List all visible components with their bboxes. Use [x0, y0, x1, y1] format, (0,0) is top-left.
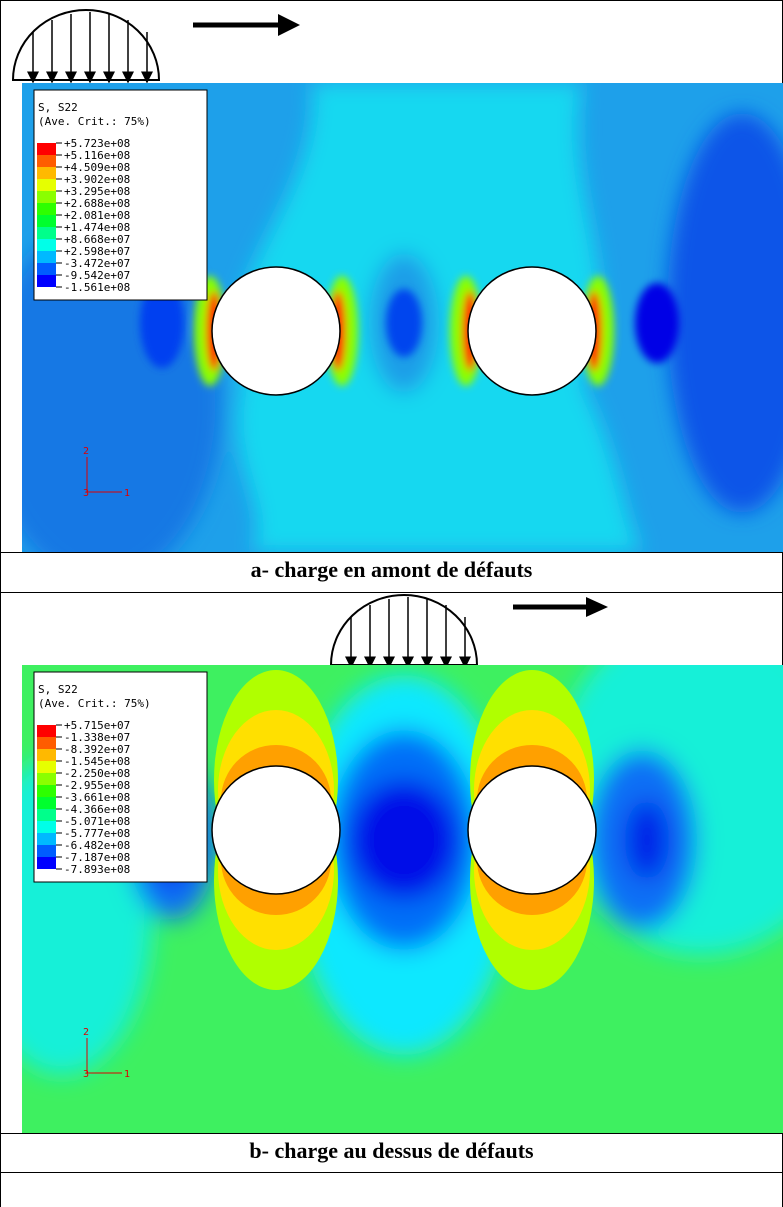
stress-contour-plot: S, S22(Ave. Crit.: 75%) +5.715e+07-1.338e… [22, 665, 783, 1133]
legend-label: +8.668e+07 [64, 233, 130, 246]
legend-title: S, S22 [38, 683, 78, 696]
legend-label: -1.545e+08 [64, 755, 130, 768]
legend-label: -8.392e+07 [64, 743, 130, 756]
legend-label: -4.366e+08 [64, 803, 130, 816]
legend-swatch [37, 761, 56, 773]
triad-label: 2 [83, 446, 89, 457]
legend-swatch [37, 797, 56, 809]
border [0, 0, 1, 1207]
legend-swatch [37, 845, 56, 857]
legend-swatch [37, 833, 56, 845]
legend-subtitle: (Ave. Crit.: 75%) [38, 115, 151, 128]
legend-swatch [37, 749, 56, 761]
legend-label: +1.474e+08 [64, 221, 130, 234]
border [0, 1133, 783, 1134]
legend-swatch [37, 191, 56, 203]
border [0, 0, 783, 1]
legend-label: -1.338e+07 [64, 731, 130, 744]
legend-label: -5.071e+08 [64, 815, 130, 828]
legend-swatch [37, 203, 56, 215]
border [0, 592, 783, 593]
legend-swatch [37, 239, 56, 251]
legend-swatch [37, 155, 56, 167]
legend-swatch [37, 785, 56, 797]
triad-label: 1 [124, 1069, 130, 1080]
legend-swatch [37, 737, 56, 749]
legend-label: -2.955e+08 [64, 779, 130, 792]
legend-swatch [37, 251, 56, 263]
legend-swatch [37, 725, 56, 737]
legend-label: +5.723e+08 [64, 137, 130, 150]
legend-label: +2.598e+07 [64, 245, 130, 258]
legend-swatch [37, 143, 56, 155]
legend-label: -3.472e+07 [64, 257, 130, 270]
triad-label: 1 [124, 488, 130, 499]
legend-swatch [37, 821, 56, 833]
legend-label: -7.187e+08 [64, 851, 130, 864]
legend-subtitle: (Ave. Crit.: 75%) [38, 697, 151, 710]
legend-swatch [37, 773, 56, 785]
triad-label: 3 [83, 1069, 89, 1080]
legend-label: +2.081e+08 [64, 209, 130, 222]
legend-swatch [37, 263, 56, 275]
legend-label: +5.116e+08 [64, 149, 130, 162]
legend-title: S, S22 [38, 101, 78, 114]
legend-label: -9.542e+07 [64, 269, 130, 282]
border [0, 1172, 783, 1173]
legend-label: +2.688e+08 [64, 197, 130, 210]
stress-contour-plot: S, S22(Ave. Crit.: 75%) +5.723e+08+5.116e… [22, 83, 783, 552]
triad-label: 2 [83, 1027, 89, 1038]
legend-label: -7.893e+08 [64, 863, 130, 876]
border [0, 552, 783, 553]
legend-label: -1.561e+08 [64, 281, 130, 294]
legend-label: -3.661e+08 [64, 791, 130, 804]
legend-swatch [37, 227, 56, 239]
caption: b- charge au dessus de défauts [249, 1138, 534, 1163]
legend-label: +3.295e+08 [64, 185, 130, 198]
legend-label: +5.715e+07 [64, 719, 130, 732]
legend-label: -5.777e+08 [64, 827, 130, 840]
legend-swatch [37, 215, 56, 227]
legend-swatch [37, 275, 56, 287]
legend-swatch [37, 809, 56, 821]
legend-label: -2.250e+08 [64, 767, 130, 780]
legend-label: +3.902e+08 [64, 173, 130, 186]
legend-label: -6.482e+08 [64, 839, 130, 852]
caption: a- charge en amont de défauts [250, 557, 533, 582]
legend-swatch [37, 857, 56, 869]
legend-swatch [37, 167, 56, 179]
legend-label: +4.509e+08 [64, 161, 130, 174]
legend-box [33, 89, 208, 301]
legend-box [33, 671, 208, 883]
triad-label: 3 [83, 488, 89, 499]
legend-swatch [37, 179, 56, 191]
